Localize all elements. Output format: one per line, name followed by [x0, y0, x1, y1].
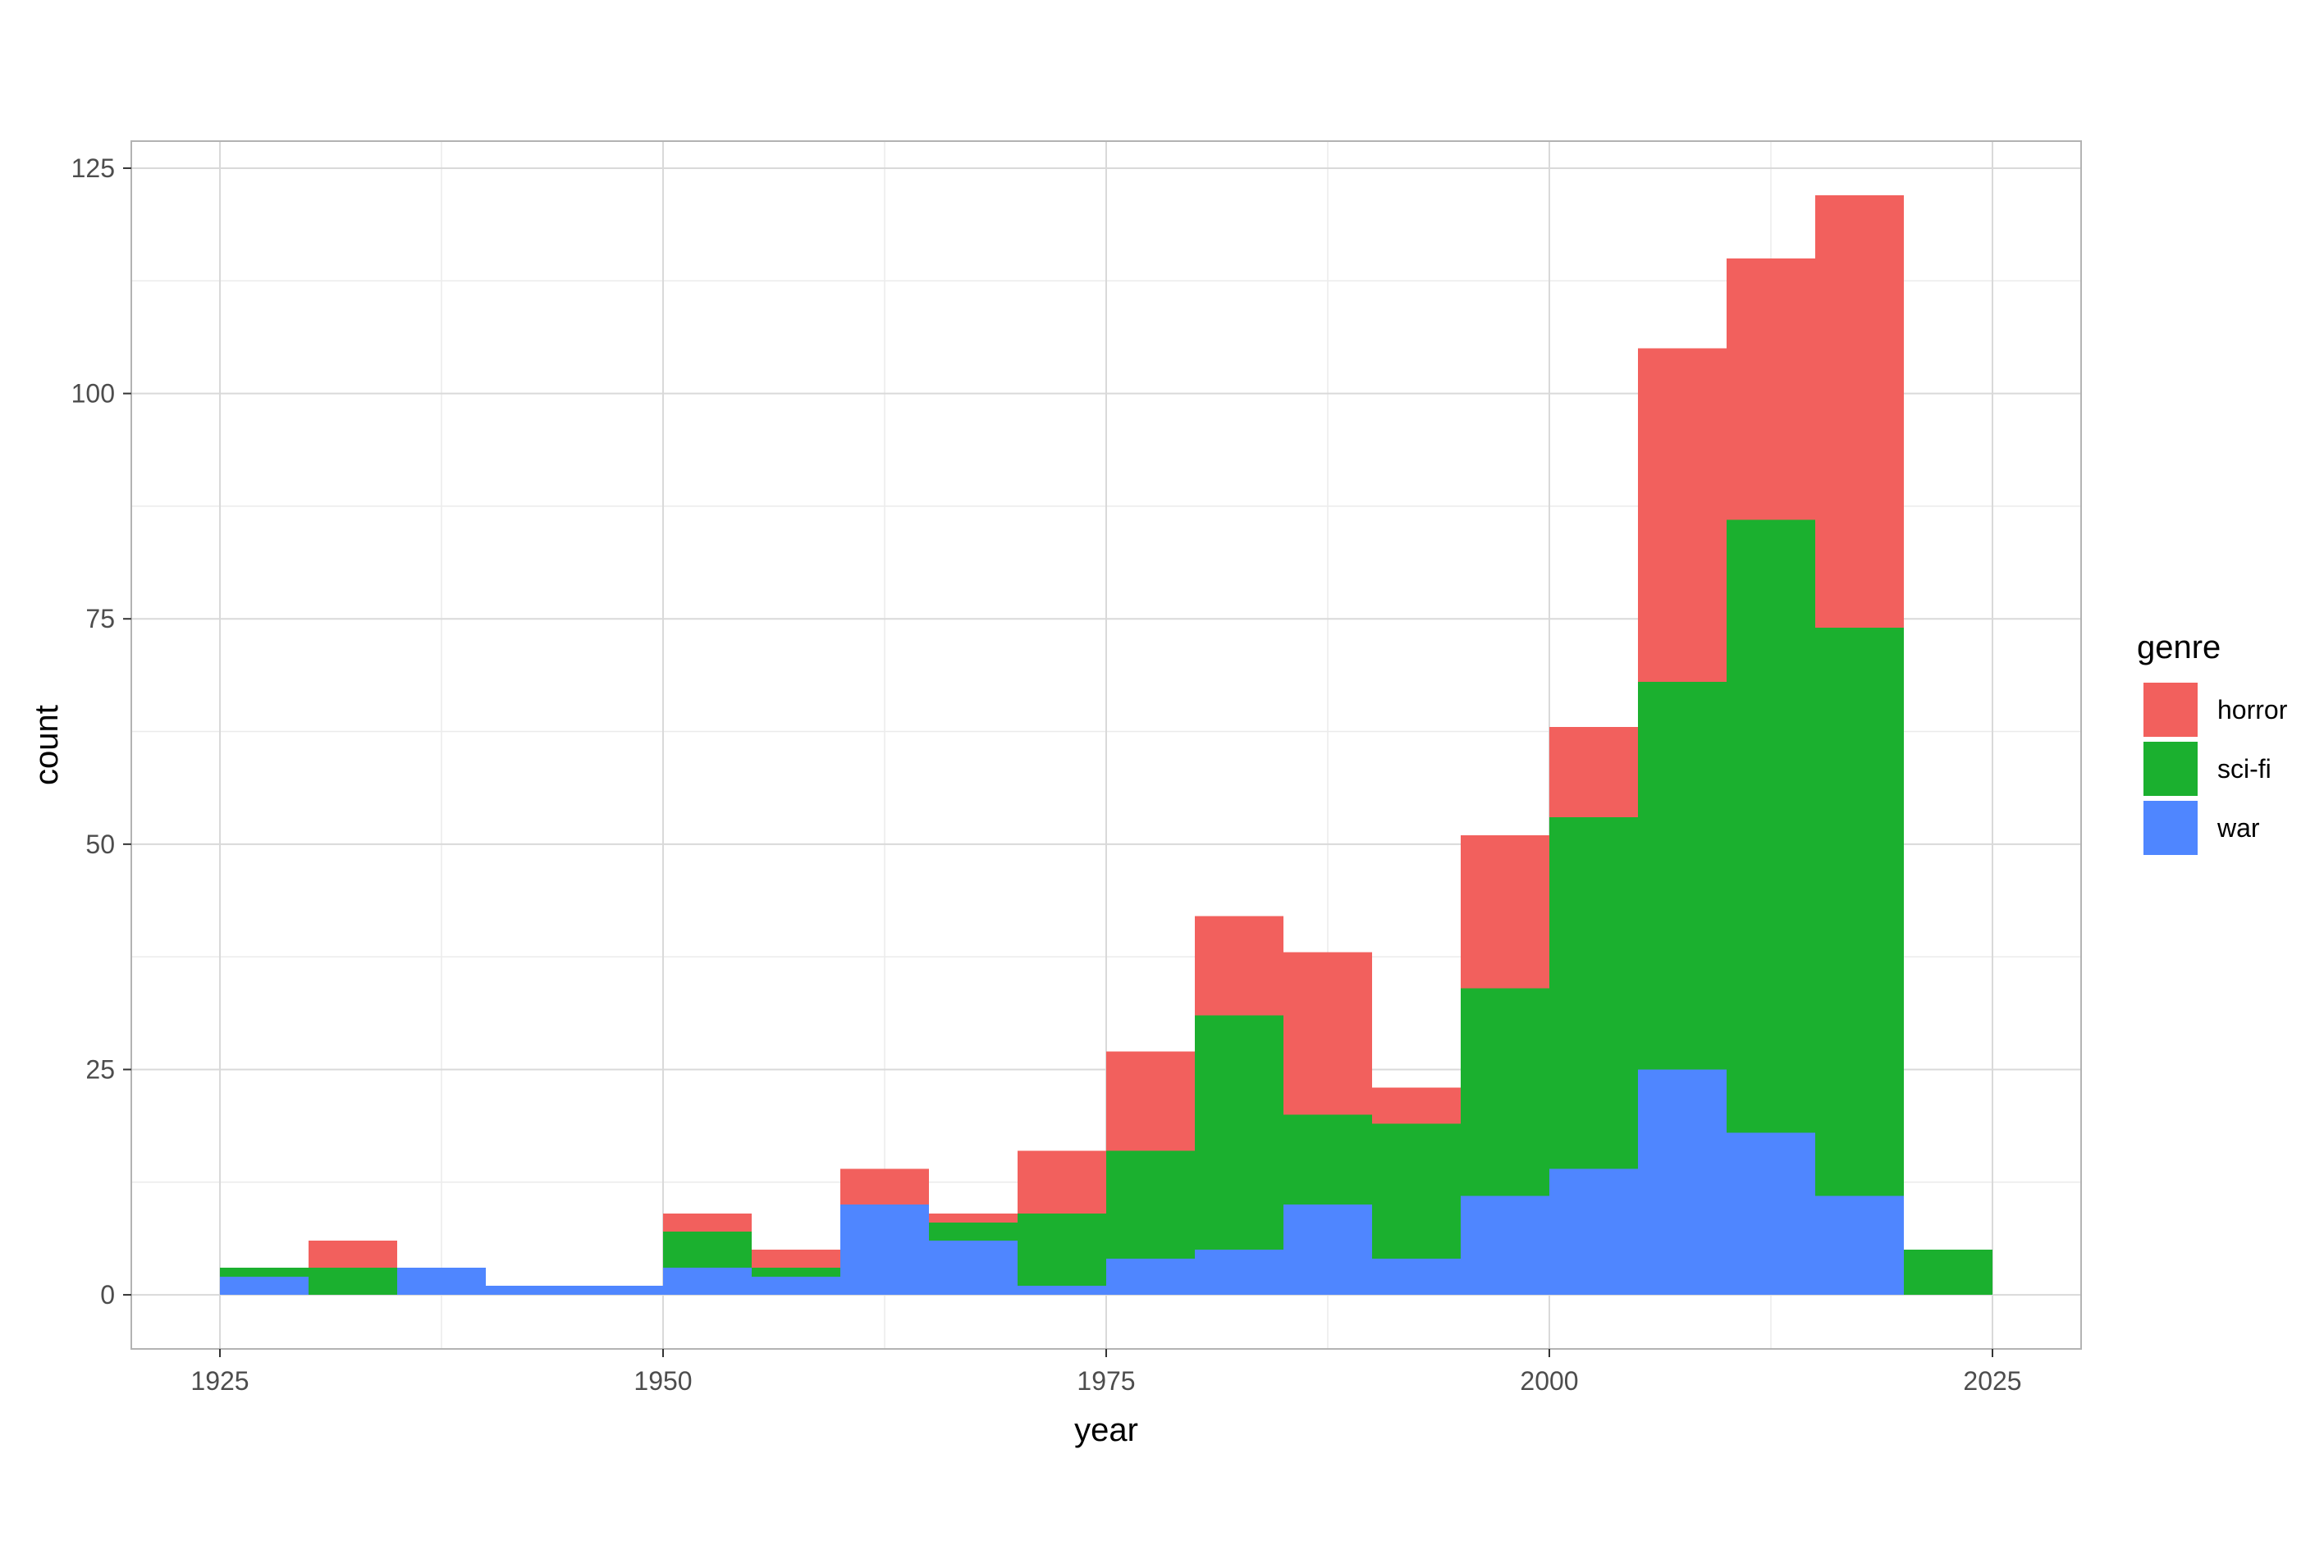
bar-horror [752, 1250, 840, 1269]
bar-sci-fi [1283, 1114, 1372, 1205]
x-tick-label: 1975 [1077, 1366, 1135, 1396]
bar-war [840, 1205, 929, 1296]
bar-war [397, 1268, 486, 1296]
legend-label-sci-fi: sci-fi [2217, 754, 2271, 784]
legend-key-sci-fi [2143, 742, 2198, 796]
bar-sci-fi [1195, 1015, 1283, 1250]
bar-sci-fi [1549, 816, 1638, 1169]
legend-label-war: war [2216, 813, 2260, 843]
legend-key-war [2143, 801, 2198, 855]
bar-war [1549, 1168, 1638, 1296]
bar-sci-fi [1018, 1214, 1106, 1287]
y-tick-label: 50 [85, 830, 115, 859]
bar-horror [1283, 952, 1372, 1115]
bar-horror [1549, 727, 1638, 817]
bar-sci-fi [929, 1223, 1018, 1241]
bar-war [1372, 1259, 1461, 1296]
bar-horror [1815, 194, 1904, 629]
bar-war [1195, 1250, 1283, 1296]
bars-layer [220, 194, 1992, 1296]
bar-war [1815, 1195, 1904, 1296]
bar-horror [1727, 258, 1815, 520]
x-tick-label: 2000 [1520, 1366, 1578, 1396]
y-tick-label: 100 [71, 379, 115, 409]
bar-sci-fi [1461, 988, 1549, 1196]
bar-sci-fi [309, 1268, 397, 1296]
legend-key-horror [2143, 683, 2198, 737]
y-tick-label: 125 [71, 153, 115, 183]
bar-sci-fi [1372, 1123, 1461, 1259]
bar-horror [309, 1241, 397, 1269]
x-axis-title: year [1074, 1412, 1138, 1448]
bar-sci-fi [752, 1268, 840, 1278]
y-tick-label: 0 [100, 1280, 115, 1310]
x-tick-label: 2025 [1963, 1366, 2021, 1396]
bar-war [1018, 1286, 1106, 1296]
bar-horror [1461, 834, 1549, 989]
bar-war [486, 1286, 574, 1296]
y-tick-label: 75 [85, 604, 115, 633]
bar-horror [1372, 1087, 1461, 1124]
bar-sci-fi [1815, 628, 1904, 1196]
legend-label-horror: horror [2217, 695, 2288, 725]
legend-title: genre [2137, 629, 2221, 665]
bar-sci-fi [1106, 1150, 1195, 1259]
bar-war [1638, 1069, 1727, 1296]
x-tick-label: 1950 [634, 1366, 692, 1396]
bar-war [1106, 1259, 1195, 1296]
y-tick-label: 25 [85, 1054, 115, 1084]
bar-horror [1638, 348, 1727, 683]
bar-war [1727, 1132, 1815, 1296]
x-tick-label: 1925 [190, 1366, 249, 1396]
bar-war [1461, 1195, 1549, 1296]
bar-sci-fi [1727, 519, 1815, 1133]
y-axis-title: count [29, 705, 65, 785]
bar-sci-fi [663, 1232, 752, 1269]
bar-war [663, 1268, 752, 1296]
bar-horror [840, 1168, 929, 1205]
bar-horror [929, 1214, 1018, 1223]
bar-sci-fi [220, 1268, 309, 1278]
bar-sci-fi [1904, 1250, 1992, 1296]
bar-war [929, 1241, 1018, 1296]
bar-horror [1018, 1150, 1106, 1214]
bar-war [1283, 1205, 1372, 1296]
bar-war [752, 1277, 840, 1296]
x-axis: 1925 1950 1975 2000 2025 [190, 1349, 2022, 1396]
bar-sci-fi [1638, 682, 1727, 1070]
bar-war [574, 1286, 663, 1296]
y-axis: 0 25 50 75 100 125 [71, 153, 131, 1310]
legend: genre horror sci-fi war [2137, 629, 2288, 855]
bar-horror [1195, 916, 1283, 1016]
bar-horror [663, 1214, 752, 1232]
bar-war [220, 1277, 309, 1296]
bar-horror [1106, 1051, 1195, 1151]
